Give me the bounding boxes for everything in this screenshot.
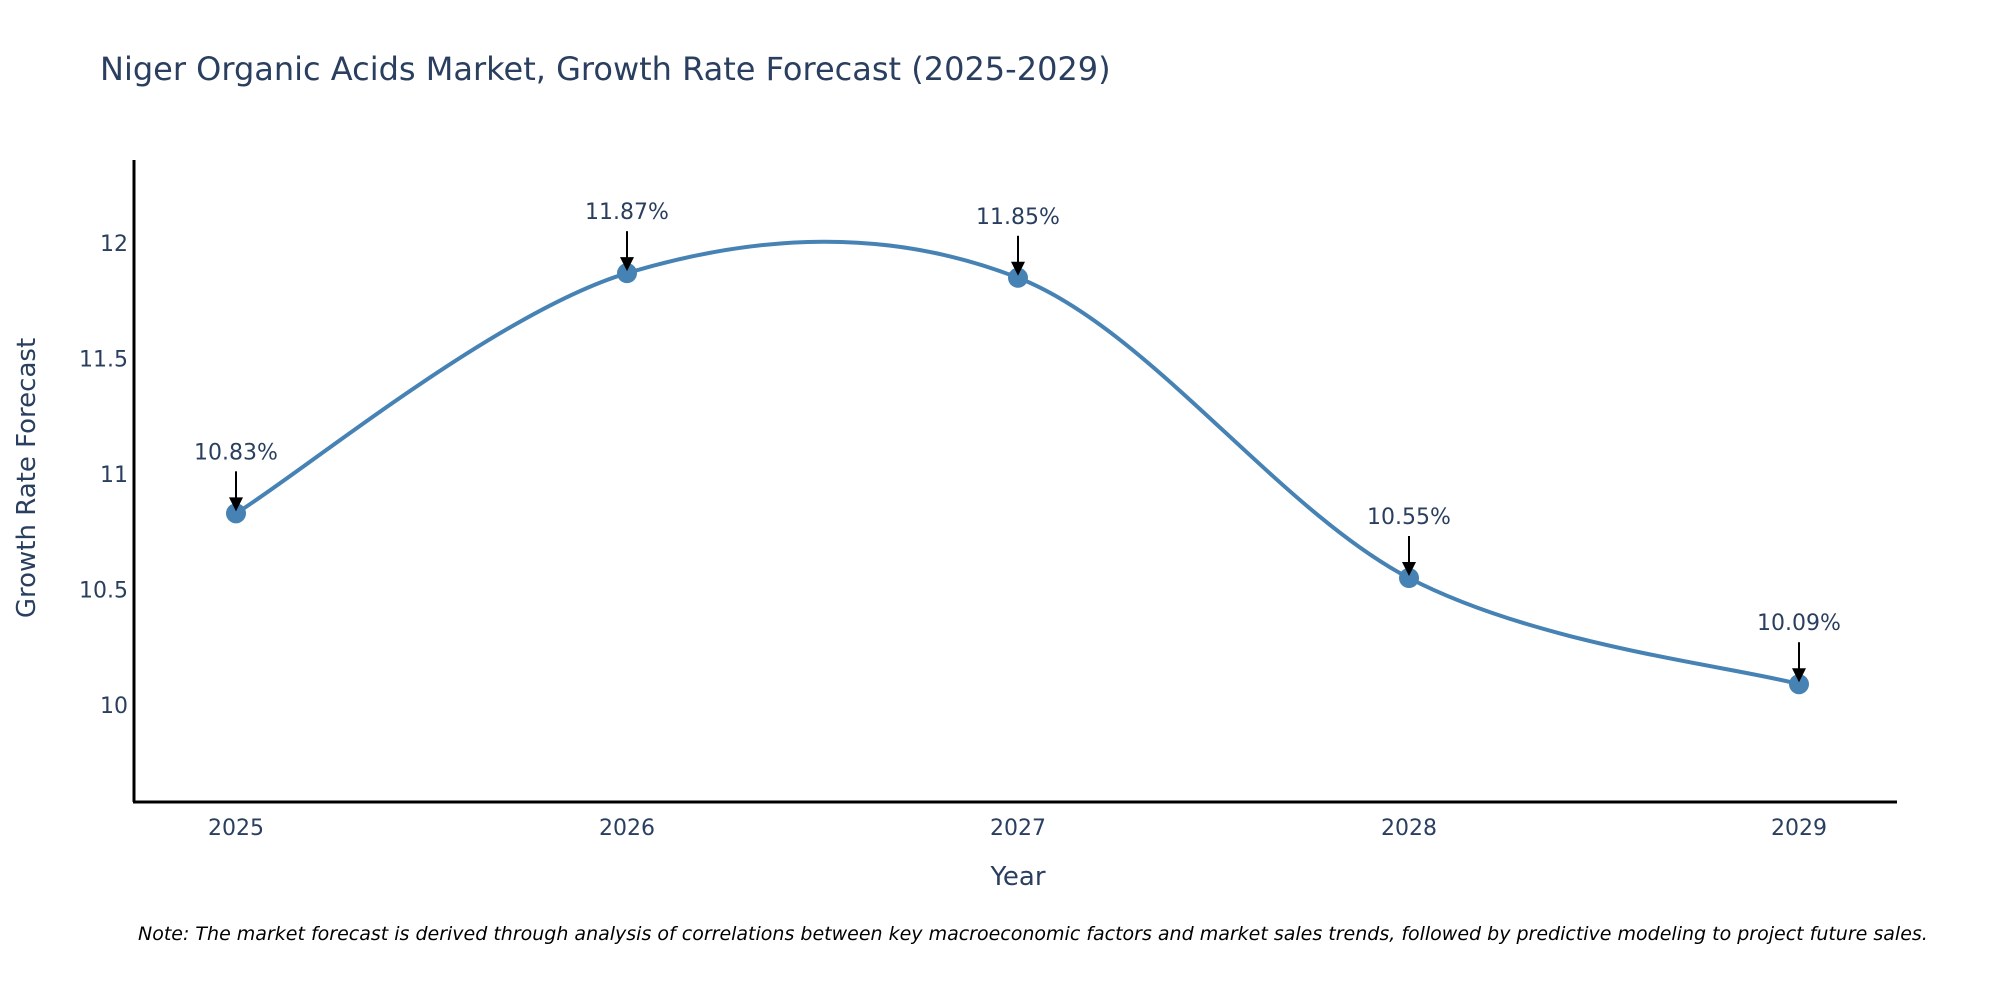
axes [132,160,1897,804]
x-tick-label: 2027 [990,816,1046,841]
chart-note: Note: The market forecast is derived thr… [138,923,1928,945]
x-tick-labels: 2025 2026 2027 2028 2029 [208,816,1827,841]
y-tick-label: 10.5 [79,579,128,604]
x-tick-label: 2028 [1381,816,1437,841]
chart-title: Niger Organic Acids Market, Growth Rate … [100,50,1111,88]
series-line [234,239,1800,687]
annotation-arrow-head [1011,261,1025,276]
data-annotations: 10.83% 11.87% 11.85% 10.55% 10.09% [194,200,1841,683]
x-tick-label: 2025 [208,816,264,841]
y-axis-title: Growth Rate Forecast [12,338,42,618]
data-point [226,503,246,524]
annotation-arrow-head [620,257,634,272]
y-tick-labels: 10 10.5 11 11.5 12 [79,232,128,719]
data-label: 10.09% [1757,611,1841,636]
y-tick-label: 12 [100,232,128,257]
y-tick-label: 10 [100,694,128,719]
data-point [1008,267,1028,288]
x-axis-title: Year [989,862,1045,892]
data-label: 10.55% [1367,505,1451,530]
annotation-arrow-head [229,497,243,512]
data-label: 11.87% [585,200,669,225]
annotation-arrow-head [1402,561,1416,576]
y-tick-label: 11.5 [79,348,128,373]
data-label: 11.85% [976,205,1060,230]
data-point [1789,674,1809,695]
data-point [617,263,637,284]
data-markers [226,263,1809,695]
x-tick-label: 2026 [599,816,655,841]
x-tick-label: 2029 [1771,816,1827,841]
data-label: 10.83% [194,440,278,465]
y-tick-label: 11 [100,463,128,488]
annotation-arrow-head [1792,668,1806,683]
data-point [1399,567,1419,588]
